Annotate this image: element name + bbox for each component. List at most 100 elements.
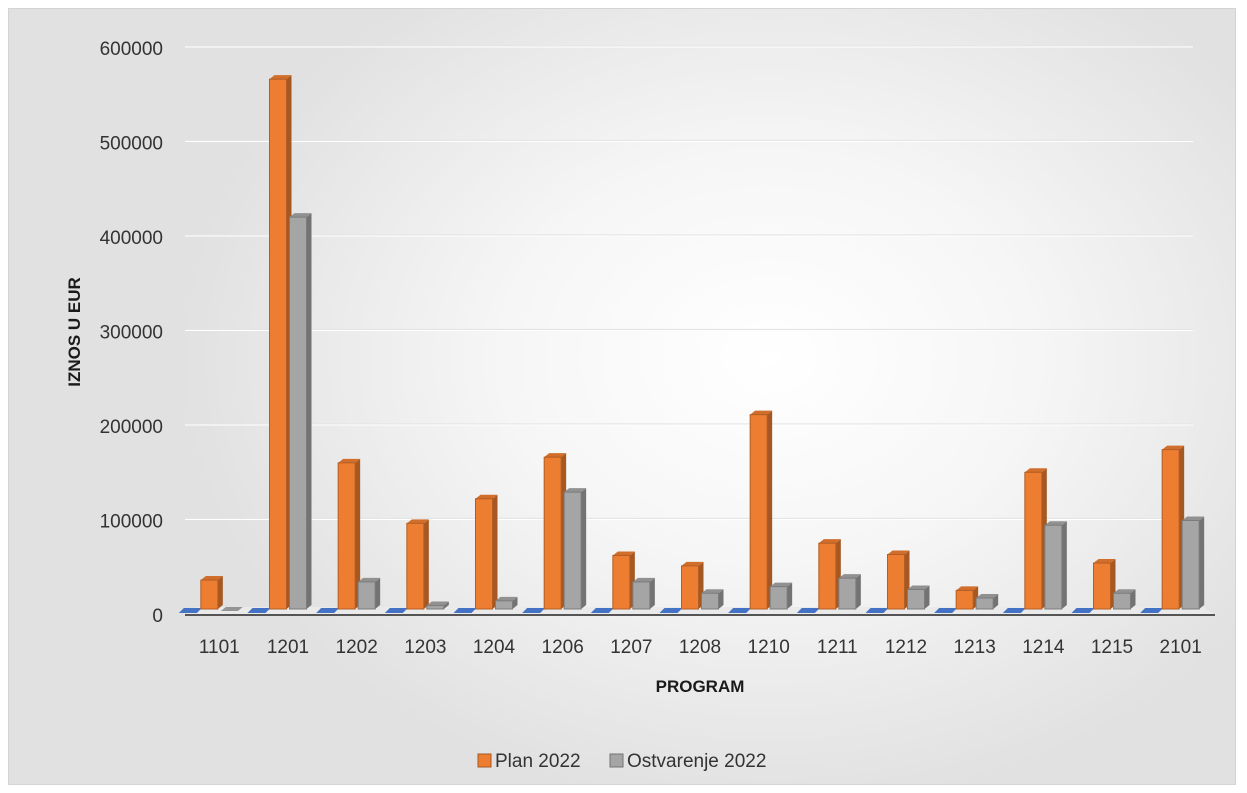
x-axis-ticks: 1101 1201 1202 1203 1204 1206 1207 1208 1210 1211… (199, 637, 1202, 658)
bar-top-face (750, 410, 773, 415)
bar-ostvarenje (907, 585, 930, 610)
bar-top-face (1113, 589, 1136, 594)
bar-top-face (612, 551, 635, 556)
bar-side-face (1061, 521, 1067, 609)
x-tick-label: 1206 (542, 637, 584, 658)
bar-ostvarenje (563, 488, 587, 610)
bar-plan (475, 494, 498, 610)
bar-plan (749, 410, 773, 610)
bar-top-face (200, 576, 223, 581)
bar-ostvarenje (769, 582, 793, 610)
bar-front-face (426, 605, 445, 610)
bar-top-face (1162, 445, 1185, 450)
bar-front-face (1161, 449, 1180, 610)
floor-marker (384, 608, 408, 613)
legend-label: Ostvarenje 2022 (627, 751, 766, 772)
bar-top-face (818, 539, 841, 544)
bar-front-face (701, 592, 719, 610)
bar-top-face (544, 453, 567, 458)
chart-area (8, 8, 1236, 785)
floor-marker (522, 608, 546, 613)
bar-front-face (1044, 524, 1063, 610)
bar-plan (269, 75, 292, 610)
floor-marker (1002, 608, 1026, 613)
floor-marker (659, 608, 683, 613)
bar-top-face (495, 596, 518, 601)
bar-top-face (406, 519, 429, 524)
floor-marker (316, 608, 340, 613)
bar-top-face (1093, 559, 1116, 564)
bar-side-face (217, 576, 223, 609)
x-tick-label: 1202 (336, 637, 378, 658)
y-tick-label: 600000 (100, 39, 163, 60)
bar-side-face (581, 488, 587, 609)
legend-swatch (609, 753, 624, 768)
floor-marker (728, 608, 752, 613)
bar-top-face (1182, 516, 1205, 521)
x-tick-label: 1204 (473, 637, 516, 658)
x-tick-label: 1215 (1091, 637, 1133, 658)
y-axis-ticks: 0 100000 200000 300000 400000 500000 600000 (100, 39, 163, 627)
bar-front-face (838, 577, 857, 610)
bar-top-face (838, 574, 861, 579)
bar-ostvarenje (357, 577, 381, 610)
bar-plan (543, 453, 567, 610)
y-axis-title: IZNOS U EUR (65, 277, 84, 387)
x-tick-label: 1208 (679, 637, 721, 658)
x-tick-label: 1203 (404, 637, 446, 658)
bar-top-face (632, 577, 655, 582)
bar-top-face (976, 593, 999, 598)
bar-front-face (475, 498, 493, 610)
y-tick-label: 200000 (100, 417, 163, 438)
bar-side-face (423, 519, 429, 609)
bar-plan (406, 519, 429, 610)
y-tick-label: 500000 (100, 134, 163, 155)
bar-front-face (907, 588, 925, 610)
bar-plan (955, 586, 979, 610)
bar-front-face (887, 554, 905, 610)
floor-marker (1071, 608, 1095, 613)
bar-front-face (749, 414, 768, 610)
bar-front-face (769, 586, 788, 610)
y-tick-label: 0 (152, 606, 163, 627)
bar-front-face (406, 522, 425, 610)
bar-side-face (718, 589, 724, 609)
bar-top-face (1024, 468, 1047, 473)
bar-side-face (649, 577, 655, 609)
bar-top-face (956, 586, 979, 591)
bar-side-face (993, 593, 999, 609)
bar-side-face (355, 458, 361, 609)
bar-front-face (632, 581, 651, 610)
x-tick-label: 1212 (885, 637, 927, 658)
bar-top-face (770, 582, 793, 587)
bar-ostvarenje (220, 607, 243, 611)
bar-top-face (269, 75, 292, 80)
bar-plan (1024, 468, 1047, 610)
bar-ostvarenje (701, 589, 724, 610)
y-tick-label: 400000 (100, 228, 163, 249)
floor-marker (590, 608, 614, 613)
bar-side-face (787, 582, 793, 609)
bar-plan (1161, 445, 1185, 610)
bar-ostvarenje (1181, 516, 1205, 610)
bar-top-face (681, 561, 704, 566)
x-tick-label: 1207 (610, 637, 652, 658)
bar-front-face (975, 597, 994, 610)
bar-front-face (1181, 520, 1200, 610)
floor-marker (178, 608, 202, 613)
bar-side-face (306, 213, 312, 609)
bar-top-face (475, 494, 498, 499)
bar-side-face (492, 494, 498, 609)
x-axis-title: PROGRAM (656, 677, 745, 696)
bars (200, 75, 1205, 611)
bar-top-face (564, 488, 587, 493)
gridlines (185, 45, 1193, 520)
bar-ostvarenje (632, 577, 655, 610)
floor-marker (1140, 608, 1164, 613)
bar-front-face (289, 216, 307, 610)
bar-plan (337, 458, 361, 610)
bar-ostvarenje (975, 593, 999, 610)
bar-top-face (907, 585, 930, 590)
floor-marker (453, 608, 477, 613)
bar-ostvarenje (289, 213, 312, 610)
